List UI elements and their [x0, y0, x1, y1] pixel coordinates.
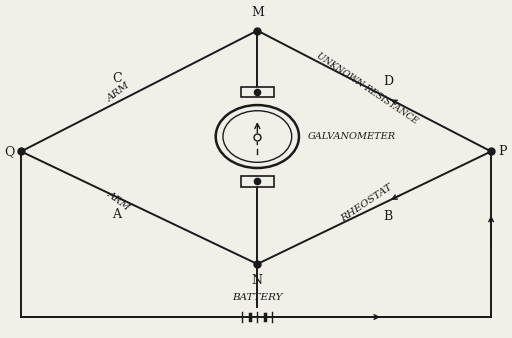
Bar — [241, 87, 274, 97]
Text: D: D — [383, 75, 393, 89]
Ellipse shape — [216, 105, 299, 168]
Text: B: B — [383, 210, 393, 222]
Text: N: N — [252, 274, 263, 287]
Text: UNKNOWN RESISTANCE: UNKNOWN RESISTANCE — [315, 51, 419, 126]
Text: ARM: ARM — [106, 80, 132, 103]
Text: Q: Q — [5, 145, 15, 158]
Ellipse shape — [223, 111, 292, 162]
Text: A: A — [112, 208, 121, 221]
Text: BATTERY: BATTERY — [232, 293, 283, 302]
Text: GALVANOMETER: GALVANOMETER — [308, 132, 396, 141]
Text: RHEOSTAT: RHEOSTAT — [339, 183, 394, 224]
Text: C: C — [112, 72, 121, 85]
Bar — [241, 176, 274, 187]
Text: P: P — [499, 145, 507, 158]
Text: M: M — [251, 6, 264, 19]
Text: ARM: ARM — [106, 190, 132, 213]
